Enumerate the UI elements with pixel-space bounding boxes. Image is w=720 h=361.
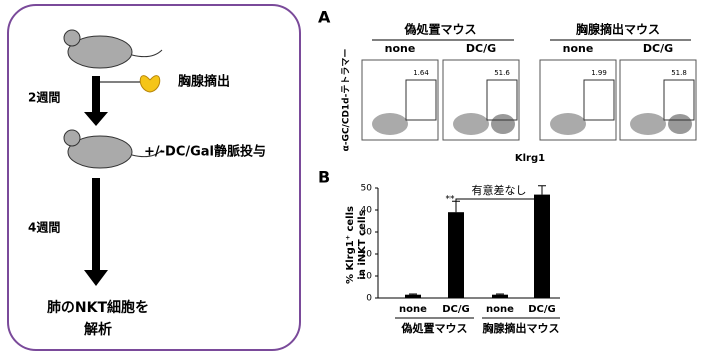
group-title: 偽処置マウス [403, 22, 476, 37]
gate [486, 79, 518, 121]
bar [405, 294, 421, 298]
y-label: % Klrg1⁺ cells [345, 206, 356, 284]
arrow [84, 76, 108, 126]
bar [448, 212, 464, 298]
error-bar [409, 293, 417, 295]
population [550, 113, 586, 135]
mouse-icon [63, 29, 163, 169]
x-tick-label: none [399, 304, 427, 315]
condition: DC/G [643, 42, 673, 55]
x-tick-label: DC/G [442, 304, 470, 315]
condition: none [385, 42, 416, 55]
y-tick-label: 30 [361, 228, 373, 238]
bar [534, 194, 550, 298]
y-tick-label: 0 [366, 294, 372, 304]
population [630, 113, 666, 135]
gate-value: 1.99 [591, 69, 607, 77]
gate [663, 79, 695, 121]
population [491, 114, 515, 134]
y-tick-label: 20 [361, 250, 373, 260]
gate-value: 1.64 [413, 69, 429, 77]
panel-label: A [318, 8, 331, 27]
bar [492, 294, 508, 298]
y-tick-label: 40 [361, 206, 373, 216]
thymectomy: 胸腺摘出 [178, 74, 230, 90]
analysis: 解析 [84, 321, 112, 338]
x-tick-label: DC/G [528, 304, 556, 315]
population [453, 113, 489, 135]
condition: DC/G [466, 42, 496, 55]
arrow [84, 178, 108, 286]
injection: +/-DC/Gal静脈投与 [144, 144, 266, 160]
x-tick-label: none [486, 304, 514, 315]
panel-frame [7, 4, 301, 351]
error-bar [538, 185, 546, 195]
y-label: in iNKT cells [357, 210, 368, 279]
step-label: 2週間 [28, 90, 60, 105]
gate [405, 79, 437, 121]
population [668, 114, 692, 134]
error-bar [496, 293, 504, 295]
gate-value: 51.8 [671, 69, 687, 77]
bracket [455, 198, 543, 205]
group-title: 胸腺摘出マウス [576, 22, 660, 37]
x-label: Klrg1 [515, 153, 545, 164]
analysis: 肺のNKT細胞を [47, 299, 149, 316]
y-tick-label: 10 [361, 272, 373, 282]
y-tick-label: 50 [361, 184, 373, 194]
condition: none [563, 42, 594, 55]
significance: ** [446, 195, 456, 205]
step-label: 4週間 [28, 220, 60, 235]
group-label: 偽処置マウス [401, 321, 468, 335]
thymus-icon [139, 75, 161, 93]
gate [583, 79, 615, 121]
panel-label: B [318, 168, 330, 187]
gate-value: 51.6 [494, 69, 510, 77]
group-label: 胸腺摘出マウス [483, 321, 560, 335]
y-label: α-GC/CD1d-テトラマー [341, 49, 352, 152]
bracket-label: 有意差なし [472, 183, 527, 197]
population [372, 113, 408, 135]
